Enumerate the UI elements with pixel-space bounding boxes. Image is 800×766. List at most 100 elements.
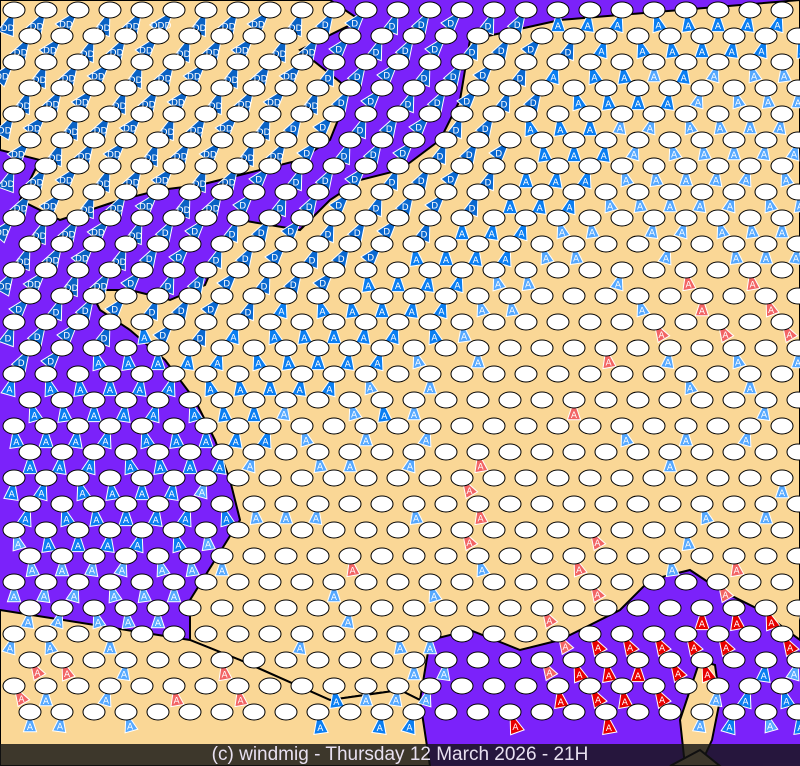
wind-label: A: [317, 463, 324, 473]
station-ellipse: [690, 183, 714, 201]
wind-arrow-icon: [550, 8, 566, 33]
wind-label: A: [763, 255, 770, 265]
station-ellipse: [498, 599, 522, 617]
station-ellipse: [594, 183, 618, 201]
wind-label: D: [373, 205, 380, 215]
wind-label: D: [466, 151, 473, 161]
wind-label: D: [338, 255, 345, 265]
station-ellipse: [450, 417, 474, 435]
station-ellipse: [466, 339, 490, 357]
station-ellipse: [210, 495, 234, 513]
station-ellipse: [354, 365, 378, 383]
station-ellipse: [274, 495, 298, 513]
wind-label: D: [178, 307, 185, 317]
wind-label: A: [105, 542, 112, 552]
station-ellipse: [546, 105, 570, 123]
wind-label: DD: [0, 229, 9, 239]
wind-label: DD: [222, 22, 236, 32]
wind-label: A: [75, 542, 82, 552]
station-ellipse: [194, 469, 218, 487]
wind-label: DD: [222, 178, 236, 188]
wind-label: A: [585, 22, 592, 32]
wind-label: DD: [123, 125, 137, 135]
station-ellipse: [226, 521, 250, 539]
station-ellipse: [498, 27, 522, 45]
wind-label: DD: [129, 76, 143, 86]
station-ellipse: [2, 625, 26, 643]
station-ellipse: [114, 443, 138, 461]
station-ellipse: [530, 131, 554, 149]
station-ellipse: [242, 183, 266, 201]
wind-label: A: [103, 696, 110, 706]
station-ellipse: [194, 105, 218, 123]
wind-label: A: [174, 697, 181, 707]
station-ellipse: [770, 209, 794, 227]
station-ellipse: [306, 339, 330, 357]
station-ellipse: [786, 391, 800, 409]
wind-arrow-icon: [758, 502, 774, 525]
wind-label: A: [61, 412, 68, 422]
wind-label: A: [205, 541, 212, 551]
station-ellipse: [626, 599, 650, 617]
wind-label: A: [139, 490, 146, 500]
wind-label: A: [57, 464, 64, 474]
station-ellipse: [386, 417, 410, 435]
station-ellipse: [434, 79, 458, 97]
wind-label: A: [253, 515, 260, 525]
wind-label: DD: [81, 206, 95, 216]
station-ellipse: [146, 599, 170, 617]
station-ellipse: [290, 677, 314, 695]
station-ellipse: [658, 27, 682, 45]
station-ellipse: [658, 703, 682, 721]
station-ellipse: [66, 469, 90, 487]
station-ellipse: [466, 27, 490, 45]
station-ellipse: [722, 599, 746, 617]
wind-label: A: [255, 360, 262, 370]
station-ellipse: [562, 287, 586, 305]
wind-label: D: [479, 71, 486, 81]
wind-label: DD: [251, 21, 265, 31]
wind-label: DD: [0, 73, 9, 83]
station-ellipse: [178, 183, 202, 201]
station-ellipse: [18, 27, 42, 45]
wind-label: A: [95, 618, 102, 628]
wind-label: A: [479, 306, 486, 316]
wind-label: A: [45, 542, 52, 552]
wind-label: A: [685, 22, 692, 32]
wind-label: A: [763, 515, 770, 525]
station-ellipse: [370, 131, 394, 149]
station-ellipse: [434, 27, 458, 45]
station-ellipse: [546, 469, 570, 487]
station-ellipse: [498, 131, 522, 149]
station-ellipse: [706, 417, 730, 435]
station-ellipse: [82, 547, 106, 565]
station-ellipse: [498, 495, 522, 513]
wind-label: A: [649, 229, 656, 239]
wind-label: DD: [241, 154, 255, 164]
station-ellipse: [450, 105, 474, 123]
wind-label: D: [309, 257, 316, 267]
wind-label: D: [453, 127, 460, 137]
wind-label: A: [331, 334, 338, 344]
wind-label: A: [747, 125, 754, 135]
wind-arrow-icon: [742, 112, 758, 135]
station-ellipse: [258, 573, 282, 591]
station-ellipse: [690, 703, 714, 721]
wind-label: A: [63, 516, 70, 526]
wind-label: A: [438, 308, 445, 318]
station-ellipse: [482, 469, 506, 487]
wind-labels: DD DD DD DD DD DDD DD DD DD DD D D D D D D D A A A A A A A ADD DD…: [0, 19, 800, 734]
station-ellipse: [2, 313, 26, 331]
wind-label: D: [431, 201, 438, 211]
station-ellipse: [98, 261, 122, 279]
station-ellipse: [258, 521, 282, 539]
station-ellipse: [562, 651, 586, 669]
wind-label: A: [589, 229, 596, 239]
wind-arrow-icon: [422, 632, 438, 655]
station-ellipse: [130, 365, 154, 383]
station-ellipse: [242, 27, 266, 45]
station-ellipse: [786, 339, 800, 357]
station-ellipse: [434, 131, 458, 149]
station-ellipse: [786, 27, 800, 45]
wind-label: DD: [257, 128, 271, 138]
